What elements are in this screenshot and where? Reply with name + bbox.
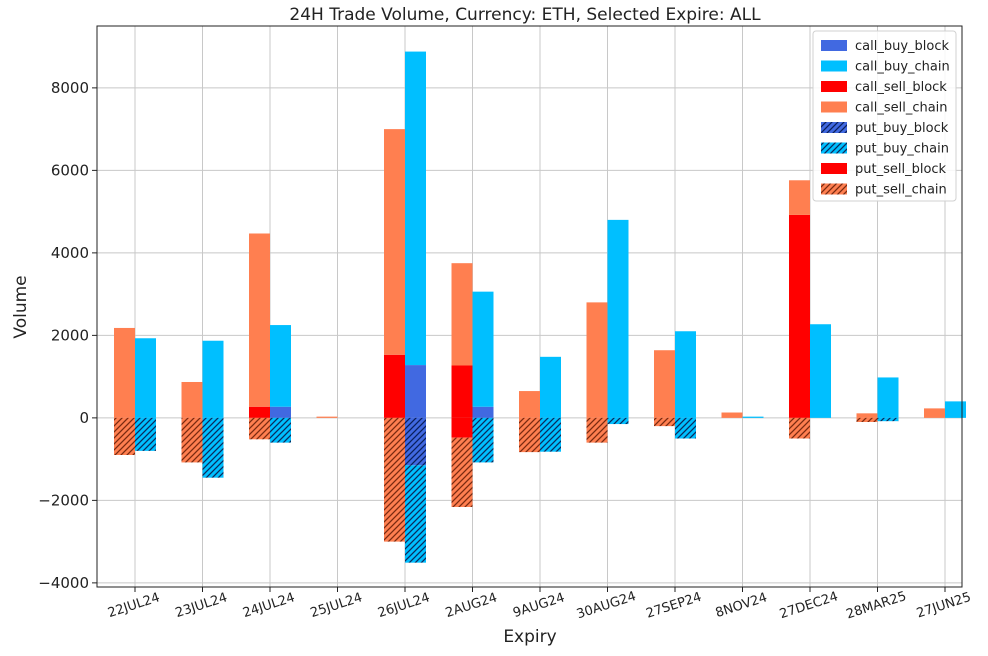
bar-call_sell_chain-8NOV24 [721,412,743,418]
legend-swatch-put_buy_block [821,122,847,133]
bar-put_sell_chain-24JUL24 [249,417,270,440]
bar-put_sell_chain-28MAR25 [856,417,878,422]
bar-call_sell_chain-26JUL24 [384,129,405,355]
y-axis-label: Volume [11,275,31,338]
bar-put_buy_chain-2AUG24 [472,417,494,463]
legend: call_buy_block call_buy_chain call_sell_bl… [812,30,957,202]
bar-call_buy_chain-28MAR25 [877,377,899,418]
bar-call_sell_chain-25JUL24 [316,416,338,418]
bar-call_buy_chain-24JUL24 [270,325,291,407]
y-tick-label: −2000 [38,491,89,509]
x-tick-label: 23JUL24 [174,590,230,621]
bar-call_buy_chain-30AUG24 [607,219,629,418]
legend-swatch-call_buy_chain [821,60,847,72]
bar-put_sell_chain-30AUG24 [586,417,608,443]
legend-label-call_sell_block: call_sell_block [855,80,947,95]
bar-call_sell_chain-27SEP24 [654,350,675,418]
x-tick-label: 30AUG24 [575,589,638,622]
bar-call_sell_chain-27JUN25 [924,408,945,418]
bar-put_buy_chain-9AUG24 [540,417,561,452]
x-tick-label: 27DEC24 [778,589,840,622]
x-tick-label: 9AUG24 [511,590,566,621]
legend-label-call_buy_block: call_buy_block [855,39,949,54]
bar-put_sell_chain-9AUG24 [519,417,540,453]
legend-label-put_sell_block: put_sell_block [855,162,947,177]
legend-swatch-put_sell_block [821,163,847,174]
bar-call_buy_chain-27JUN25 [945,401,966,418]
plot-frame [96,25,963,588]
bar-put_buy_chain-24JUL24 [270,417,291,443]
bar-call_buy_block-26JUL24 [405,365,426,418]
y-tick-label: 6000 [51,161,89,179]
x-tick-label: 2AUG24 [444,590,499,621]
bar-put_buy_chain-23JUL24 [202,417,224,478]
y-tick-label: −4000 [38,574,89,592]
x-tick-label: 24JUL24 [241,590,297,621]
bar-put_sell_chain-26JUL24 [384,417,405,542]
bar-put_buy_chain-28MAR25 [877,417,899,422]
bar-put_buy_chain-26JUL24 [405,465,426,563]
y-tick-label: 8000 [51,79,89,97]
bar-put_sell_chain-23JUL24 [181,417,203,463]
bar-call_sell_chain-23JUL24 [181,381,203,418]
legend-label-put_buy_block: put_buy_block [855,121,949,136]
bar-call_sell_chain-30AUG24 [586,302,608,418]
bar-call_buy_block-2AUG24 [472,406,494,418]
legend-box [812,30,957,202]
bar-call_sell_chain-9AUG24 [519,391,540,418]
bar-call_buy_chain-27SEP24 [675,331,696,418]
legend-label-put_buy_chain: put_buy_chain [855,142,949,157]
y-tick-label: 4000 [51,244,89,262]
bar-call_sell_block-26JUL24 [384,354,405,418]
bar-call_buy_chain-8NOV24 [742,416,764,418]
bar-put_buy_chain-27SEP24 [675,417,696,439]
bar-call_sell_block-27DEC24 [789,214,810,418]
x-tick-label: 25JUL24 [309,590,365,621]
bar-put_buy_chain-30AUG24 [607,417,629,425]
bar-call_sell_block-24JUL24 [249,406,270,418]
x-tick-label: 8NOV24 [714,590,769,621]
legend-swatch-put_sell_chain [821,183,847,195]
legend-label-call_sell_chain: call_sell_chain [855,101,948,116]
bar-put_sell_block-2AUG24 [451,417,473,438]
bar-call_buy_chain-26JUL24 [405,51,426,366]
bar-call_sell_chain-24JUL24 [249,233,270,407]
x-tick-label: 26JUL24 [376,590,432,621]
bar-call_sell_chain-22JUL24 [114,327,135,418]
x-axis-label: Expiry [503,627,556,647]
y-tick-label: 0 [79,409,89,427]
legend-label-put_sell_chain: put_sell_chain [855,183,947,198]
bar-call_buy_chain-9AUG24 [540,356,561,418]
chart-title: 24H Trade Volume, Currency: ETH, Selecte… [289,5,761,25]
x-tick-label: 22JUL24 [106,590,162,621]
bar-call_buy_block-24JUL24 [270,406,291,418]
legend-swatch-call_buy_block [821,40,847,51]
bar-put_sell_chain-22JUL24 [114,417,135,455]
legend-swatch-call_sell_chain [821,101,847,113]
bars [114,51,966,563]
x-tick-label: 27SEP24 [644,590,703,622]
legend-swatch-call_sell_block [821,81,847,92]
legend-swatch-put_buy_chain [821,142,847,154]
bar-call_sell_block-2AUG24 [451,365,473,418]
bar-put_sell_chain-27DEC24 [789,417,810,439]
bar-put_sell_chain-2AUG24 [451,437,473,507]
bar-put_sell_chain-27SEP24 [654,417,675,427]
bar-call_buy_chain-22JUL24 [135,338,156,418]
bar-call_buy_chain-2AUG24 [472,291,494,407]
bar-put_buy_block-26JUL24 [405,417,426,466]
bar-call_sell_chain-27DEC24 [789,180,810,215]
bar-call_sell_chain-2AUG24 [451,263,473,366]
legend-label-call_buy_chain: call_buy_chain [855,60,950,75]
bar-call_buy_chain-27DEC24 [810,324,831,418]
bar-call_buy_chain-23JUL24 [202,340,224,418]
x-tick-label: 27JUN25 [915,590,973,622]
bar-call_sell_chain-28MAR25 [856,413,878,418]
bar-put_buy_chain-22JUL24 [135,417,156,451]
x-tick-label: 28MAR25 [845,589,909,622]
y-tick-label: 2000 [51,326,89,344]
